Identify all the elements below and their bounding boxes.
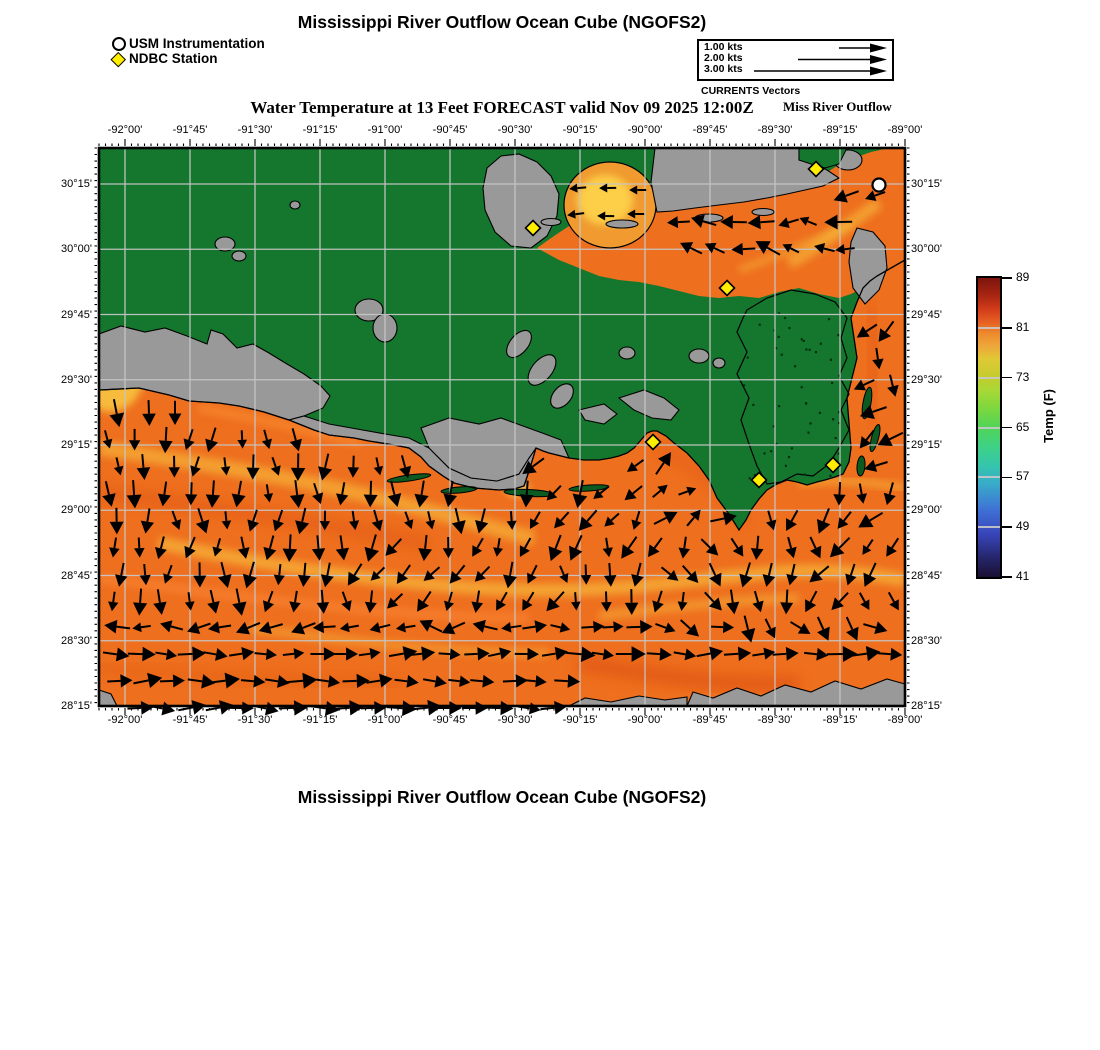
y-tick-label: 30°00' (911, 243, 942, 256)
x-tick-label: -92°00' (107, 124, 143, 136)
x-tick-label: -90°00' (627, 714, 663, 726)
current-speed-scale: 1.00 kts 2.00 kts 3.00 kts (697, 39, 894, 81)
y-tick-label: 29°45' (61, 308, 92, 321)
usm-marker-icon (111, 36, 129, 51)
y-tick-label: 30°15' (911, 178, 942, 190)
y-tick-label: 28°45' (61, 569, 92, 582)
colorbar-tick-label: 49 (1016, 519, 1030, 534)
ndbc-station-marker (807, 160, 825, 178)
y-tick-label: 28°15' (61, 700, 92, 712)
y-tick-label: 29°00' (911, 504, 942, 517)
colorbar-tick-label: 65 (1016, 419, 1030, 434)
y-tick-label: 29°30' (61, 373, 92, 386)
x-tick-label: -91°00' (367, 714, 403, 726)
colorbar-tick (1001, 476, 1012, 479)
colorbar-tick (1001, 576, 1012, 578)
marker-legend: USM Instrumentation NDBC Station (110, 36, 265, 67)
colorbar-tick-label: 73 (1016, 369, 1030, 384)
vector-speed-label: 1.00 kts (704, 41, 743, 53)
currents-vectors-label: CURRENTS Vectors (701, 85, 801, 97)
x-tick-label: -90°30' (497, 714, 533, 726)
x-tick-label: -89°15' (822, 714, 858, 726)
y-tick-label: 30°00' (61, 243, 92, 256)
x-tick-label: -91°00' (367, 124, 403, 136)
colorbar-tick-label: 81 (1016, 319, 1030, 334)
y-tick-label: 29°15' (61, 439, 92, 451)
x-tick-label: -91°30' (237, 714, 273, 726)
y-tick-label: 28°30' (61, 634, 92, 647)
colorbar-tick (1001, 277, 1012, 279)
x-tick-label: -90°00' (627, 124, 663, 136)
colorbar-tick (1001, 376, 1012, 379)
x-tick-label: -91°15' (302, 124, 338, 136)
usm-legend-row: USM Instrumentation (111, 36, 265, 51)
ndbc-station-marker (524, 219, 542, 237)
x-tick-label: -91°45' (172, 714, 208, 726)
colorbar-tick-label: 41 (1016, 569, 1030, 583)
x-tick-label: -90°30' (497, 124, 533, 136)
y-tick-label: 30°15' (61, 178, 92, 190)
ndbc-marker-icon (110, 51, 129, 67)
colorbar-tick (1001, 327, 1012, 329)
y-tick-label: 29°15' (911, 439, 942, 451)
x-tick-label: -91°45' (172, 124, 208, 136)
x-tick-label: -89°45' (692, 124, 728, 136)
ndbc-station-marker (750, 471, 768, 489)
y-tick-label: 29°30' (911, 373, 942, 386)
vector-speed-label: 3.00 kts (704, 63, 743, 75)
usm-station-marker (871, 177, 887, 193)
x-tick-label: -91°30' (237, 124, 273, 136)
bottom-title: Mississippi River Outflow Ocean Cube (NG… (297, 787, 707, 807)
y-tick-label: 29°45' (911, 308, 942, 321)
x-tick-label: -90°45' (432, 124, 468, 136)
x-tick-label: -90°15' (562, 124, 598, 136)
ndbc-station-marker (824, 456, 842, 474)
colorbar-tick (1001, 526, 1012, 528)
x-tick-label: -89°30' (757, 124, 793, 136)
map-canvas (87, 136, 917, 718)
map-svg (94, 139, 910, 717)
x-tick-label: -90°15' (562, 714, 598, 726)
x-tick-label: -92°00' (107, 714, 143, 726)
x-tick-label: -89°15' (822, 124, 858, 136)
colorbar-tick (1001, 426, 1012, 429)
x-tick-label: -91°15' (302, 714, 338, 726)
x-tick-label: -89°00' (887, 714, 923, 726)
page-title: Mississippi River Outflow Ocean Cube (NG… (297, 12, 707, 32)
region-label: Miss River Outflow (783, 99, 892, 114)
y-tick-label: 28°15' (911, 700, 942, 712)
usm-legend-label: USM Instrumentation (129, 36, 265, 51)
colorbar-label: Temp (F) (1041, 389, 1056, 443)
forecast-subtitle: Water Temperature at 13 Feet FORECAST va… (250, 98, 754, 117)
colorbar-tick-label: 57 (1016, 469, 1030, 484)
ndbc-legend-label: NDBC Station (129, 51, 218, 66)
ndbc-legend-row: NDBC Station (110, 51, 265, 67)
y-tick-label: 29°00' (61, 504, 92, 517)
ndbc-station-marker (718, 279, 736, 297)
y-tick-label: 28°45' (911, 569, 942, 582)
x-tick-label: -90°45' (432, 714, 468, 726)
vector-scale-arrows (754, 43, 887, 76)
colorbar-tick-label: 89 (1016, 270, 1030, 284)
x-tick-label: -89°45' (692, 714, 728, 726)
y-tick-label: 28°30' (911, 634, 942, 647)
x-tick-label: -89°00' (887, 124, 923, 136)
x-tick-label: -89°30' (757, 714, 793, 726)
ndbc-station-marker (644, 433, 662, 451)
colorbar-gradient (976, 276, 1002, 579)
vector-speed-label: 2.00 kts (704, 52, 743, 64)
